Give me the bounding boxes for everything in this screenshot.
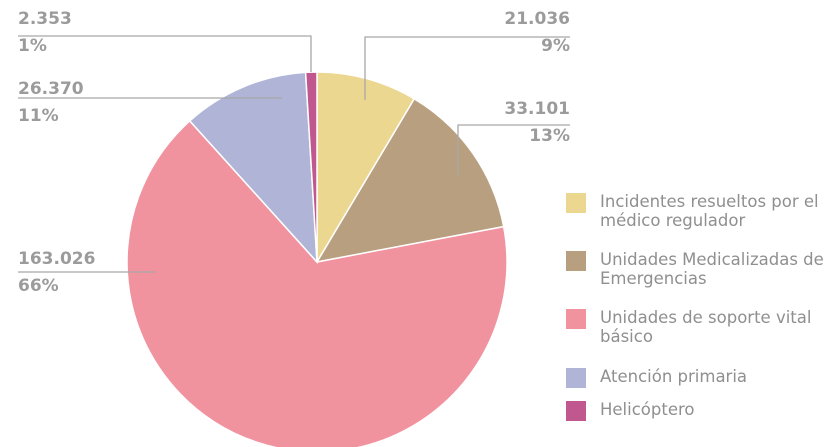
legend-swatch [566, 401, 586, 421]
leader-line [457, 124, 570, 175]
legend-label: Atención primaria [600, 367, 748, 386]
legend-item: Atención primaria [566, 367, 825, 388]
legend-item: Unidades de soporte vital básico [566, 308, 825, 346]
percent-label: 66% [18, 276, 59, 296]
legend-label: Unidades de soporte vital básico [600, 308, 812, 346]
legend-swatch [566, 251, 586, 271]
legend-label: Unidades Medicalizadas de Emergencias [600, 250, 824, 288]
pie-slice [126, 119, 508, 447]
value-label: 2.353 [18, 9, 72, 29]
percent-label: 13% [529, 126, 570, 146]
value-label: 26.370 [18, 79, 84, 99]
legend-item: Helicóptero [566, 400, 825, 421]
pie-slice [316, 71, 416, 265]
value-label: 21.036 [504, 9, 570, 29]
percent-label: 9% [541, 36, 570, 56]
leader-line [364, 36, 570, 100]
value-label: 163.026 [18, 249, 95, 269]
legend-label: Incidentes resueltos por el médico regul… [600, 192, 819, 230]
legend-item: Unidades Medicalizadas de Emergencias [566, 250, 825, 288]
value-label: 33.101 [504, 99, 570, 119]
percent-label: 1% [18, 36, 47, 56]
legend-label: Helicóptero [600, 400, 695, 419]
leader-line [18, 35, 312, 72]
pie-slice [188, 71, 318, 265]
legend-swatch [566, 368, 586, 388]
pie-slice [315, 97, 505, 264]
legend-item: Incidentes resueltos por el médico regul… [566, 192, 825, 230]
percent-label: 11% [18, 106, 59, 126]
pie-slice [304, 71, 318, 263]
legend-swatch [566, 309, 586, 329]
legend-swatch [566, 193, 586, 213]
